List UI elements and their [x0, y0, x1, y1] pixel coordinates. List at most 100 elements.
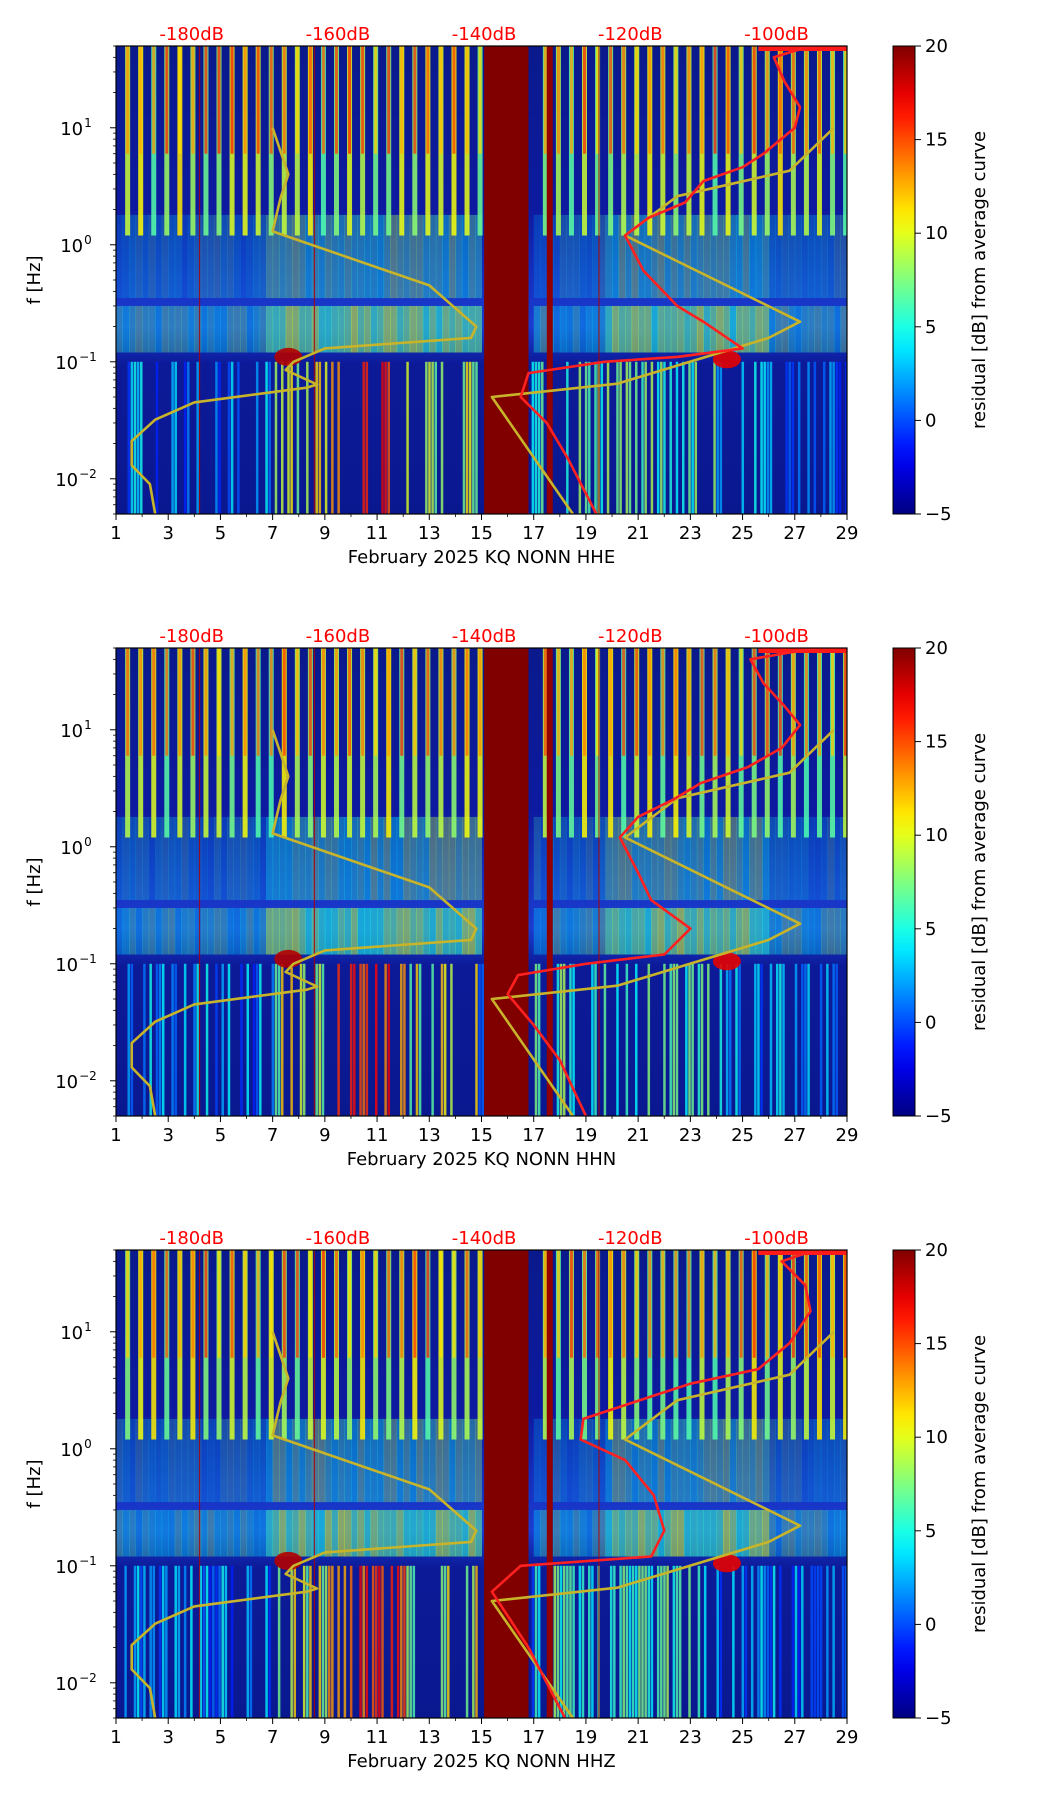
heatmap-cell — [240, 1418, 248, 1503]
low-freq-streak — [728, 963, 732, 1116]
heatmap-cell — [722, 305, 731, 353]
heatmap-cell — [311, 1418, 319, 1503]
heatmap-cell — [142, 816, 150, 901]
db-scale-label: -120dB — [598, 626, 663, 647]
heatmap-cell — [455, 305, 463, 353]
heatmap-cell — [435, 305, 443, 353]
heatmap-cell — [272, 1509, 280, 1557]
heatmap-cell — [461, 305, 469, 353]
heatmap-cell — [266, 907, 274, 955]
x-tick-label: 1 — [110, 1727, 121, 1748]
heatmap-cell — [370, 1509, 378, 1557]
low-freq-streak — [331, 361, 334, 514]
heatmap-cell — [220, 816, 228, 901]
heatmap-cell — [442, 907, 450, 955]
heatmap-cell — [318, 816, 326, 901]
y-tick-label: 10−1 — [55, 350, 97, 374]
heatmap-cell — [788, 214, 796, 299]
x-tick-label: 25 — [731, 1727, 754, 1748]
day-noise-stripe-core — [400, 648, 404, 756]
day-noise-stripe-core — [295, 1250, 299, 1358]
heatmap-cell — [794, 907, 802, 955]
day-noise-stripe-core — [752, 46, 756, 154]
heatmap-cell — [598, 1418, 607, 1503]
heatmap-cell — [579, 816, 587, 901]
x-axis-label: February 2025 KQ NONN HHN — [347, 1149, 617, 1170]
low-freq-streak — [268, 361, 271, 514]
spectrogram-panel-2: 1 3 5 7 9 11 13 15 17 19 21 23 25 27 2910110010−110−2F… — [24, 626, 990, 1170]
heatmap-cell — [729, 214, 737, 299]
heatmap-cell — [266, 1509, 274, 1557]
heatmap-cell — [468, 305, 476, 353]
db-scale-label: -100dB — [744, 24, 809, 45]
heatmap-cell — [187, 816, 195, 901]
low-freq-streak — [628, 361, 632, 514]
heatmap-cell — [625, 214, 633, 299]
heatmap-cell — [311, 1509, 319, 1557]
heatmap-cell — [559, 907, 567, 955]
low-freq-streak — [594, 361, 597, 514]
colorbar-tick-label: −5 — [925, 504, 952, 525]
low-freq-streak — [337, 361, 340, 514]
y-tick-label: 10−1 — [55, 952, 97, 976]
day-noise-stripe-core — [478, 1250, 482, 1358]
low-freq-streak — [819, 963, 823, 1116]
low-freq-streak — [766, 1565, 770, 1718]
day-noise-stripe-core — [661, 46, 665, 154]
heatmap-cell — [696, 1509, 704, 1557]
heatmap-cell — [690, 305, 698, 353]
colorbar-gradient — [892, 45, 916, 515]
heatmap-cell — [390, 1418, 398, 1503]
low-freq-streak — [688, 361, 691, 514]
heatmap-cell — [148, 214, 156, 299]
heatmap-cell — [318, 214, 326, 299]
heatmap-cell — [429, 1418, 437, 1503]
heatmap-cell — [279, 1509, 287, 1557]
heatmap-cell — [455, 907, 463, 955]
heatmap-cell — [703, 1509, 711, 1557]
heatmap-cell — [840, 1418, 847, 1503]
heatmap-cell — [272, 305, 280, 353]
heatmap-cell — [266, 305, 274, 353]
heatmap-cell — [814, 305, 822, 353]
low-freq-streak — [619, 1565, 622, 1718]
day-noise-stripe-core — [361, 46, 365, 154]
low-freq-streak — [591, 1565, 594, 1718]
low-freq-streak — [675, 963, 679, 1116]
heatmap-cell — [468, 1418, 476, 1503]
heatmap-cell — [331, 907, 339, 955]
x-tick-label: 1 — [110, 523, 121, 544]
heatmap-cell — [742, 1418, 750, 1503]
x-tick-label: 27 — [783, 1727, 806, 1748]
heatmap-cell — [161, 816, 169, 901]
low-freq-streak — [719, 361, 723, 514]
heatmap-cell — [148, 816, 156, 901]
low-freq-streak — [406, 361, 409, 514]
heatmap-cell — [200, 816, 208, 901]
median-PSD-line — [506, 648, 816, 1116]
db-scale-label: -180dB — [159, 24, 224, 45]
day-noise-stripe-core — [765, 46, 769, 154]
low-freq-streak — [832, 361, 835, 514]
heatmap-cell — [116, 907, 124, 955]
low-freq-streak — [591, 963, 594, 1116]
low-freq-streak — [569, 1565, 572, 1718]
low-freq-streak — [136, 1565, 140, 1718]
low-freq-streak — [537, 963, 541, 1116]
heatmap-hotspot — [274, 949, 303, 968]
heatmap-cell — [670, 1509, 678, 1557]
low-freq-streak — [472, 1565, 475, 1718]
day-noise-stripe-core — [752, 1250, 756, 1358]
day-noise-stripe-core — [126, 1250, 130, 1358]
data-gap-thin — [546, 1250, 553, 1718]
low-freq-streak — [685, 963, 688, 1116]
low-freq-streak — [697, 963, 701, 1116]
heatmap-cell — [187, 1509, 195, 1557]
heatmap-cell — [142, 214, 150, 299]
low-freq-streak — [202, 1565, 206, 1718]
low-freq-streak — [744, 1565, 748, 1718]
low-freq-streak — [644, 1565, 647, 1718]
heatmap-cell — [377, 816, 385, 901]
heatmap-cell — [409, 1509, 417, 1557]
low-freq-streak — [143, 1565, 146, 1718]
